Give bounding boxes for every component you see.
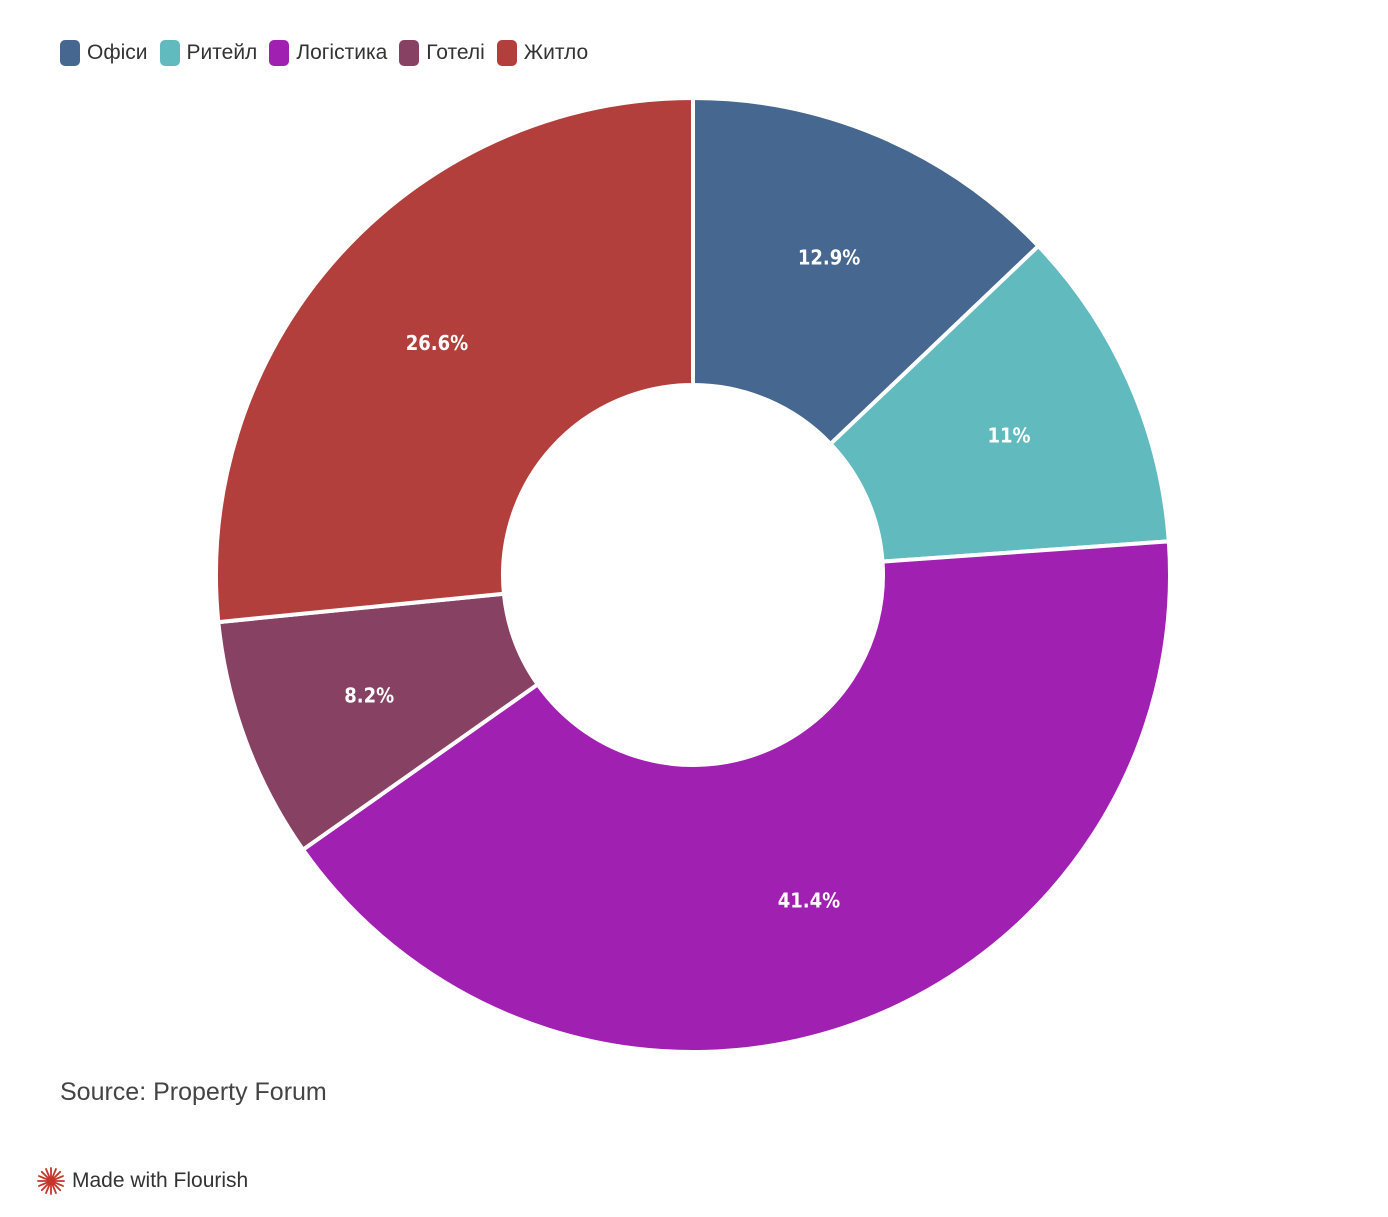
legend-item-logistics[interactable]: Логістика xyxy=(269,40,387,66)
label-logistics: 41.4% xyxy=(778,888,840,912)
chart-legend: Офіси Ритейл Логістика Готелі Житло xyxy=(60,38,600,68)
slice-offices[interactable] xyxy=(691,96,1041,446)
legend-swatch xyxy=(60,40,80,66)
flourish-credit[interactable]: Made with Flourish xyxy=(36,1166,248,1196)
legend-swatch xyxy=(399,40,420,66)
legend-label: Логістика xyxy=(296,41,388,64)
label-housing: 26.6% xyxy=(406,331,468,355)
legend-item-retail[interactable]: Ритейл xyxy=(159,40,258,66)
legend-item-housing[interactable]: Житло xyxy=(496,40,589,66)
donut-slices xyxy=(214,96,1172,1054)
slice-housing[interactable] xyxy=(214,96,695,625)
legend-label: Ритейл xyxy=(186,41,258,64)
legend-label: Житло xyxy=(523,41,589,64)
donut-value-labels: 12.9% 11% 41.4% 8.2% 26.6% xyxy=(344,245,1030,912)
legend-label: Готелі xyxy=(426,41,485,64)
legend-swatch xyxy=(159,40,180,66)
legend-swatch xyxy=(496,40,517,66)
label-hotels: 8.2% xyxy=(344,683,394,707)
slice-hotels[interactable] xyxy=(216,591,540,852)
flourish-logo-icon xyxy=(37,1167,65,1195)
slice-retail[interactable] xyxy=(828,244,1171,564)
legend-swatch xyxy=(269,40,290,66)
legend-item-offices[interactable]: Офіси xyxy=(60,40,148,66)
flourish-credit-text: Made with Flourish xyxy=(72,1169,249,1192)
label-retail: 11% xyxy=(988,423,1031,447)
legend-label: Офіси xyxy=(87,41,148,64)
label-offices: 12.9% xyxy=(798,245,860,269)
source-note: Source: Property Forum xyxy=(60,1078,327,1106)
legend-item-hotels[interactable]: Готелі xyxy=(399,40,485,66)
slice-logistics[interactable] xyxy=(301,539,1172,1054)
